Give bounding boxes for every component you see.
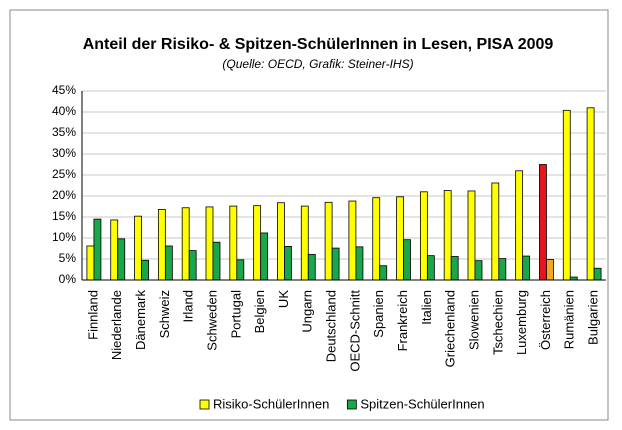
bar bbox=[419, 191, 428, 281]
bar bbox=[443, 190, 452, 281]
bar bbox=[253, 205, 262, 281]
bar bbox=[379, 265, 388, 281]
bar bbox=[450, 256, 459, 281]
y-tick-label: 30% bbox=[52, 146, 76, 160]
bar bbox=[86, 245, 95, 281]
x-tick-label: Rumänien bbox=[562, 290, 577, 349]
x-tick-label: Griechenland bbox=[443, 290, 458, 367]
x-tick-label: OECD-Schnitt bbox=[347, 290, 362, 372]
bar bbox=[515, 170, 524, 281]
x-tick-label: Ungarn bbox=[300, 290, 315, 333]
legend-label: Spitzen-SchülerInnen bbox=[360, 396, 484, 411]
y-tick-label: 15% bbox=[52, 209, 76, 223]
bar bbox=[467, 190, 476, 281]
y-tick-label: 20% bbox=[52, 188, 76, 202]
bar bbox=[141, 259, 149, 281]
bar bbox=[522, 255, 531, 281]
x-tick-label: Irland bbox=[181, 290, 196, 323]
y-tick-label: 35% bbox=[52, 125, 76, 139]
bar bbox=[117, 238, 126, 281]
chart-subtitle: (Quelle: OECD, Grafik: Steiner-IHS) bbox=[222, 57, 413, 71]
chart-frame bbox=[9, 9, 609, 421]
y-tick-label: 10% bbox=[52, 230, 76, 244]
y-tick-label: 25% bbox=[52, 167, 76, 181]
y-tick-label: 0% bbox=[59, 272, 77, 286]
y-tick-label: 45% bbox=[52, 83, 76, 97]
bar bbox=[188, 250, 197, 281]
x-tick-label: Slowenien bbox=[466, 290, 481, 350]
x-tick-label: Schweden bbox=[204, 290, 219, 351]
legend-swatch bbox=[199, 399, 210, 410]
bar bbox=[593, 267, 602, 281]
x-tick-label: Finnland bbox=[85, 290, 100, 340]
bar bbox=[426, 255, 435, 281]
bar bbox=[229, 205, 238, 281]
bar bbox=[546, 259, 554, 281]
bar bbox=[181, 207, 190, 281]
bar bbox=[134, 215, 142, 281]
chart-title: Anteil der Risiko- & Spitzen-SchülerInne… bbox=[83, 36, 554, 53]
y-tick-label: 40% bbox=[52, 104, 76, 118]
bar bbox=[277, 202, 285, 281]
x-tick-label: Österreich bbox=[538, 290, 553, 350]
x-tick-label: Bulgarien bbox=[586, 290, 601, 345]
bar bbox=[474, 260, 483, 281]
bar bbox=[348, 200, 357, 281]
x-tick-label: Italien bbox=[419, 290, 434, 325]
bar bbox=[284, 245, 292, 281]
bar bbox=[396, 196, 404, 281]
x-tick-label: Schweiz bbox=[157, 290, 172, 338]
x-tick-label: Dänemark bbox=[133, 290, 148, 350]
x-tick-label: Luxemburg bbox=[514, 290, 529, 355]
bar bbox=[205, 206, 214, 281]
x-tick-label: Frankreich bbox=[395, 290, 410, 351]
y-tick-label: 5% bbox=[59, 251, 77, 265]
x-tick-label: UK bbox=[276, 290, 291, 308]
bar bbox=[300, 205, 309, 281]
x-tick-label: Portugal bbox=[228, 290, 243, 339]
x-tick-label: Niederlande bbox=[109, 290, 124, 360]
bar bbox=[212, 241, 221, 281]
bar bbox=[260, 232, 269, 281]
x-tick-label: Belgien bbox=[252, 290, 267, 333]
bar bbox=[491, 182, 500, 281]
x-tick-label: Spanien bbox=[371, 290, 386, 338]
bar bbox=[562, 109, 571, 281]
bar bbox=[586, 107, 595, 281]
x-tick-label: Tschechien bbox=[490, 290, 505, 355]
bar bbox=[164, 245, 173, 281]
bar bbox=[307, 253, 316, 281]
bar bbox=[331, 247, 340, 281]
legend-label: Risiko-SchülerInnen bbox=[213, 396, 329, 411]
bar bbox=[157, 209, 166, 281]
legend-swatch bbox=[346, 399, 357, 410]
bar bbox=[236, 259, 245, 281]
bar bbox=[355, 246, 364, 281]
bar bbox=[93, 218, 102, 281]
bar bbox=[498, 258, 507, 281]
bar bbox=[110, 219, 119, 281]
bar bbox=[539, 164, 547, 281]
bar bbox=[403, 239, 411, 281]
bar bbox=[372, 197, 381, 281]
bar bbox=[324, 201, 333, 281]
x-tick-label: Deutschland bbox=[324, 290, 339, 362]
